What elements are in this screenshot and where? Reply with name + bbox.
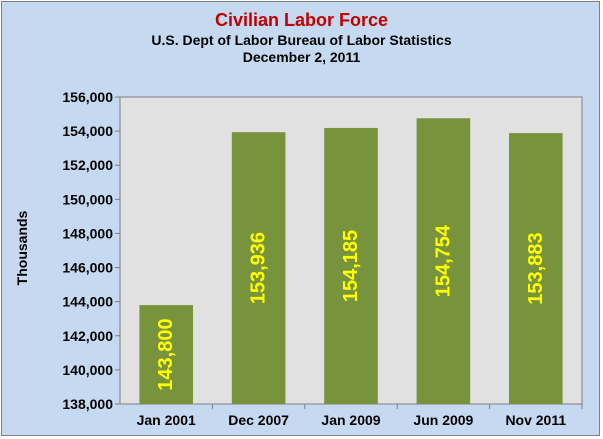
chart-subtitle-source: U.S. Dept of Labor Bureau of Labor Stati… xyxy=(151,32,452,48)
y-tick-label: 146,000 xyxy=(62,260,113,276)
bar xyxy=(416,118,471,404)
y-tick-label: 156,000 xyxy=(62,89,113,105)
y-tick-label: 138,000 xyxy=(62,396,113,412)
bar-value-label: 143,800 xyxy=(155,318,177,390)
bar-value-label: 153,883 xyxy=(525,232,547,304)
y-tick-label: 142,000 xyxy=(62,328,113,344)
bar-value-label: 153,936 xyxy=(248,232,270,304)
x-tick-label: Dec 2007 xyxy=(228,412,289,428)
y-tick-label: 148,000 xyxy=(62,225,113,241)
bar xyxy=(509,133,563,404)
y-tick-label: 150,000 xyxy=(62,191,113,207)
bar xyxy=(324,127,378,404)
chart-title: Civilian Labor Force xyxy=(214,10,389,30)
y-tick-label: 154,000 xyxy=(62,123,113,139)
y-tick-label: 152,000 xyxy=(62,157,113,173)
bar-value-label: 154,754 xyxy=(432,224,454,297)
bar-value-label: 154,185 xyxy=(340,230,362,302)
bar xyxy=(139,305,193,404)
x-tick-label: Jan 2001 xyxy=(137,412,196,428)
x-tick-label: Jun 2009 xyxy=(413,412,473,428)
y-tick-label: 140,000 xyxy=(62,362,113,378)
y-tick-label: 144,000 xyxy=(62,294,113,310)
chart-subtitle-date: December 2, 2011 xyxy=(242,49,361,65)
bar xyxy=(231,132,286,404)
x-tick-label: Nov 2011 xyxy=(505,412,566,428)
x-tick-label: Jan 2009 xyxy=(321,412,380,428)
